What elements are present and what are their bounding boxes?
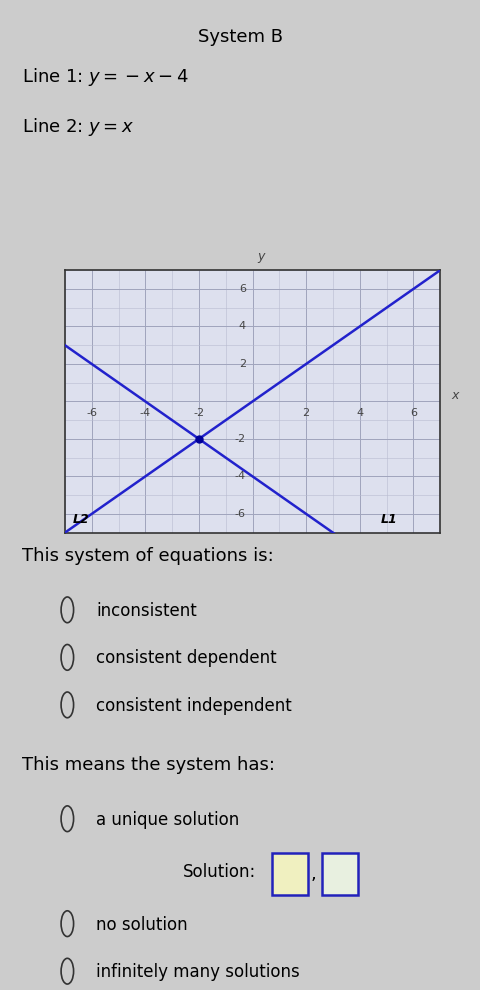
- Text: This system of equations is:: This system of equations is:: [22, 547, 273, 565]
- Text: -2: -2: [234, 434, 245, 444]
- Text: 6: 6: [239, 284, 245, 294]
- Text: 4: 4: [238, 322, 245, 332]
- Text: This means the system has:: This means the system has:: [22, 756, 274, 774]
- Text: Solution:: Solution:: [182, 863, 255, 881]
- Text: -2: -2: [193, 408, 204, 418]
- Text: a unique solution: a unique solution: [96, 811, 239, 829]
- Text: ,: ,: [310, 865, 315, 883]
- Text: -4: -4: [140, 408, 151, 418]
- Text: 6: 6: [409, 408, 416, 418]
- Text: 2: 2: [238, 359, 245, 369]
- Text: -4: -4: [234, 471, 245, 481]
- Text: inconsistent: inconsistent: [96, 602, 196, 620]
- Text: -6: -6: [234, 509, 245, 519]
- Text: L1: L1: [380, 513, 397, 527]
- Text: y: y: [256, 249, 264, 262]
- Text: infinitely many solutions: infinitely many solutions: [96, 963, 300, 981]
- Text: Line 2: $y=x$: Line 2: $y=x$: [22, 116, 133, 138]
- Text: 2: 2: [302, 408, 309, 418]
- Text: consistent dependent: consistent dependent: [96, 649, 276, 667]
- Text: x: x: [450, 389, 457, 402]
- Text: -6: -6: [86, 408, 97, 418]
- Text: L2: L2: [73, 513, 90, 527]
- Text: Line 1: $y=-x-4$: Line 1: $y=-x-4$: [22, 66, 188, 88]
- Text: System B: System B: [198, 28, 282, 46]
- Text: 4: 4: [355, 408, 362, 418]
- Text: consistent independent: consistent independent: [96, 697, 291, 715]
- Text: no solution: no solution: [96, 916, 187, 934]
